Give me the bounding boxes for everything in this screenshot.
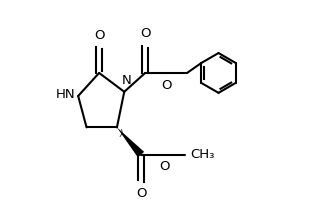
Text: O: O: [159, 160, 169, 174]
Text: N: N: [122, 74, 131, 87]
Polygon shape: [117, 127, 144, 157]
Text: O: O: [94, 29, 104, 41]
Text: ): ): [119, 129, 123, 138]
Text: HN: HN: [55, 88, 75, 101]
Text: O: O: [136, 187, 146, 200]
Text: O: O: [161, 79, 171, 92]
Text: O: O: [140, 28, 150, 40]
Text: CH₃: CH₃: [190, 148, 215, 161]
